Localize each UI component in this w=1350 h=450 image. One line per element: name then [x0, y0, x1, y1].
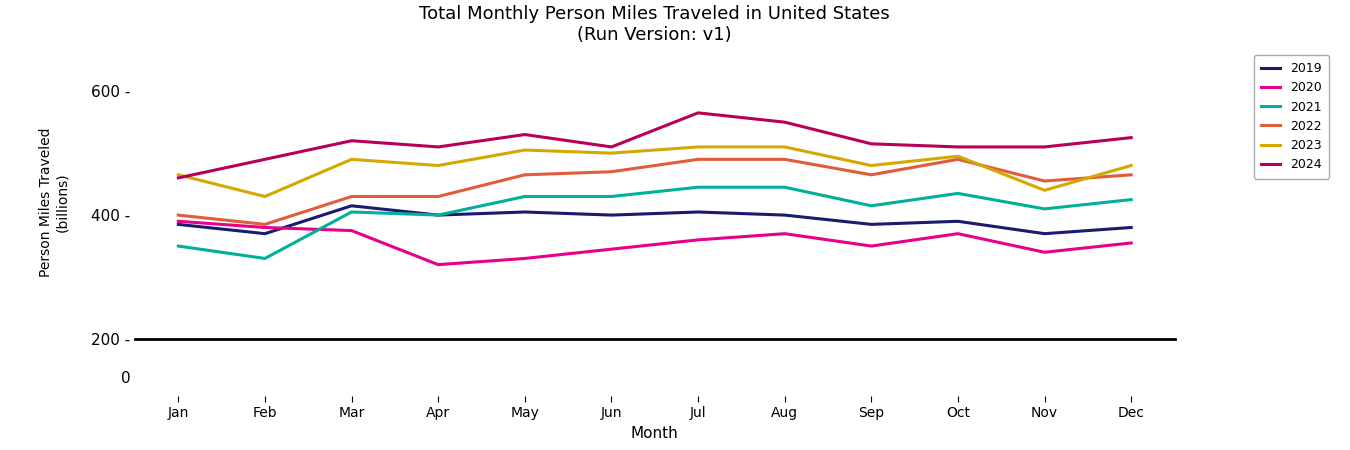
- 2020: [343, 228, 359, 233]
- 2020: [603, 247, 620, 252]
- 2020: [1037, 250, 1053, 255]
- 2022: [1123, 172, 1139, 177]
- 2019: [690, 209, 706, 215]
- 2023: [863, 163, 879, 168]
- 2020: [776, 231, 792, 236]
- 2020: [690, 237, 706, 243]
- 2023: [776, 144, 792, 150]
- Line: 2021: 2021: [178, 187, 1131, 258]
- Line: 2019: 2019: [178, 206, 1131, 234]
- 2021: [431, 212, 447, 218]
- 2020: [1123, 240, 1139, 246]
- 2021: [343, 209, 359, 215]
- 2020: [950, 231, 967, 236]
- 2023: [256, 194, 273, 199]
- Line: 2020: 2020: [178, 221, 1131, 265]
- 2023: [603, 150, 620, 156]
- 2021: [776, 184, 792, 190]
- 2024: [690, 110, 706, 116]
- 2019: [256, 231, 273, 236]
- 2019: [776, 212, 792, 218]
- 2019: [1037, 231, 1053, 236]
- 2020: [256, 225, 273, 230]
- 2019: [1123, 225, 1139, 230]
- Text: Person Miles Traveled
(billions): Person Miles Traveled (billions): [39, 128, 69, 277]
- Line: 2023: 2023: [178, 147, 1131, 197]
- 2021: [950, 191, 967, 196]
- 2019: [517, 209, 533, 215]
- 2023: [170, 172, 186, 177]
- 2021: [1037, 206, 1053, 211]
- 2023: [690, 144, 706, 150]
- 2024: [431, 144, 447, 150]
- 2024: [256, 157, 273, 162]
- 2020: [431, 262, 447, 267]
- 2023: [950, 153, 967, 159]
- 2022: [170, 212, 186, 218]
- 2024: [170, 175, 186, 180]
- 2020: [517, 256, 533, 261]
- 2022: [950, 157, 967, 162]
- 2023: [431, 163, 447, 168]
- 2022: [517, 172, 533, 177]
- 2022: [1037, 178, 1053, 184]
- 2021: [690, 184, 706, 190]
- 2019: [863, 222, 879, 227]
- 2023: [1123, 163, 1139, 168]
- 2022: [343, 194, 359, 199]
- 2021: [256, 256, 273, 261]
- 2024: [863, 141, 879, 147]
- 2024: [603, 144, 620, 150]
- 2020: [863, 243, 879, 249]
- Line: 2022: 2022: [178, 159, 1131, 225]
- 2022: [776, 157, 792, 162]
- 2024: [950, 144, 967, 150]
- 2019: [603, 212, 620, 218]
- 2021: [170, 243, 186, 249]
- 2022: [603, 169, 620, 175]
- 2024: [1123, 135, 1139, 140]
- 2019: [950, 219, 967, 224]
- 2020: [170, 219, 186, 224]
- 2021: [1123, 197, 1139, 202]
- 2023: [343, 157, 359, 162]
- Title: Total Monthly Person Miles Traveled in United States
(Run Version: v1): Total Monthly Person Miles Traveled in U…: [420, 5, 890, 44]
- 2024: [1037, 144, 1053, 150]
- 2022: [431, 194, 447, 199]
- Legend: 2019, 2020, 2021, 2022, 2023, 2024: 2019, 2020, 2021, 2022, 2023, 2024: [1254, 54, 1330, 179]
- 2019: [343, 203, 359, 208]
- Line: 2024: 2024: [178, 113, 1131, 178]
- 2022: [690, 157, 706, 162]
- 2022: [256, 222, 273, 227]
- 2023: [1037, 188, 1053, 193]
- 2022: [863, 172, 879, 177]
- X-axis label: Month: Month: [630, 426, 679, 441]
- 2021: [517, 194, 533, 199]
- 2023: [517, 147, 533, 153]
- 2024: [517, 132, 533, 137]
- 2021: [603, 194, 620, 199]
- 2024: [343, 138, 359, 144]
- 2024: [776, 119, 792, 125]
- 2019: [431, 212, 447, 218]
- 2019: [170, 222, 186, 227]
- 2021: [863, 203, 879, 208]
